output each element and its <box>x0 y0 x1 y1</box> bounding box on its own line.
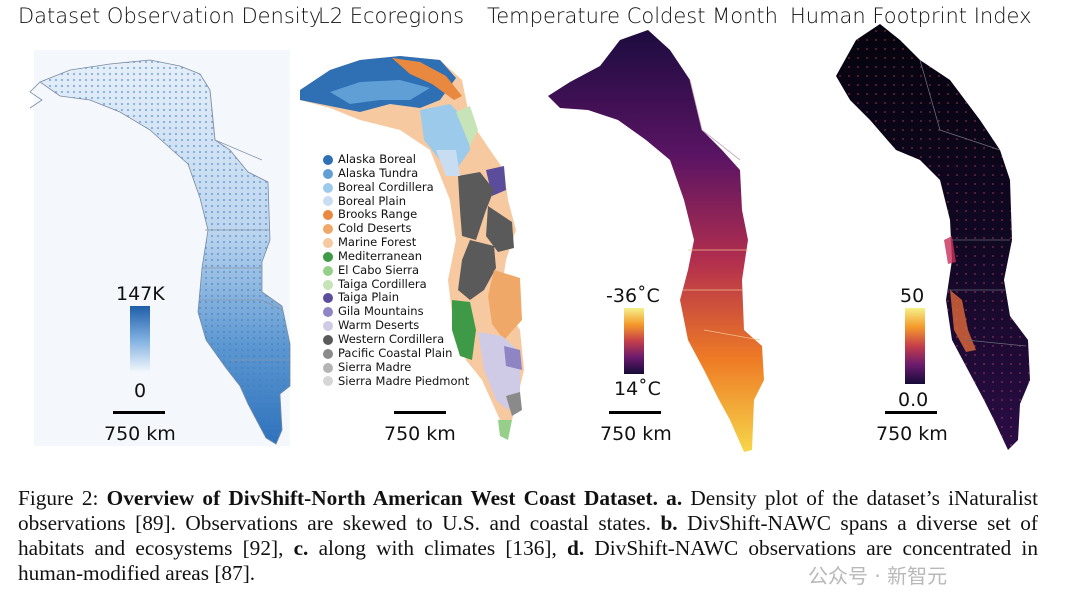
legend-label: Gila Mountains <box>338 304 424 319</box>
temperature-colorbar <box>624 308 644 374</box>
legend-item: Boreal Cordillera <box>323 179 469 195</box>
scale-bar-density <box>113 411 165 414</box>
caption-b-label: b. <box>660 511 678 535</box>
figure-caption: Figure 2: Overview of DivShift-North Ame… <box>18 486 1038 586</box>
legend-swatch <box>323 321 333 332</box>
legend-swatch <box>323 334 333 345</box>
caption-figure-label: Figure 2: <box>18 486 99 510</box>
watermark: 公众号 · 新智元 <box>808 564 948 588</box>
legend-item: Alaska Tundra <box>323 165 469 181</box>
caption-a-text: Density plot of the dataset’s iNaturalis… <box>18 486 1039 535</box>
footprint-colorbar-min: 0.0 <box>898 389 929 411</box>
legend-label: Sierra Madre Piedmont <box>338 373 470 388</box>
temperature-map <box>548 30 764 452</box>
density-colorbar-max: 147K <box>116 283 165 305</box>
legend-label: Pacific Coastal Plain <box>338 345 453 360</box>
legend-label: Sierra Madre <box>338 359 412 374</box>
legend-item: Mediterranean <box>323 248 469 264</box>
scale-label-footprint: 750 km <box>876 423 948 445</box>
legend-item: Brooks Range <box>323 208 469 222</box>
scale-label-ecoregions: 750 km <box>384 423 456 445</box>
scale-label-density: 750 km <box>104 423 176 445</box>
caption-c-text: along with climates [136], <box>318 536 557 560</box>
ecoregion-legend: Alaska Boreal Alaska Tundra Boreal Cordill… <box>323 152 470 389</box>
panel-title-ecoregions: L2 Ecoregions <box>318 4 465 28</box>
legend-swatch <box>323 279 333 290</box>
scale-bar-temperature <box>609 411 661 414</box>
legend-label: Alaska Tundra <box>338 165 419 180</box>
legend-swatch <box>323 237 333 248</box>
legend-item: Taiga Plain <box>323 291 469 305</box>
maps-figure <box>29 24 1030 452</box>
footprint-map <box>836 24 1030 450</box>
legend-label: Boreal Plain <box>338 193 407 208</box>
legend-swatch <box>323 224 333 235</box>
legend-label: El Cabo Sierra <box>338 262 420 277</box>
legend-label: Warm Deserts <box>338 318 420 333</box>
legend-swatch <box>323 376 333 387</box>
legend-item: Gila Mountains <box>323 304 469 319</box>
scale-bar-ecoregions <box>394 411 446 414</box>
legend-item: Boreal Plain <box>323 193 469 209</box>
panel-title-footprint: Human Footprint Index <box>790 4 1032 28</box>
legend-item: Warm Deserts <box>323 318 469 333</box>
legend-swatch <box>323 196 333 207</box>
legend-swatch <box>323 154 333 165</box>
density-colorbar-min: 0 <box>134 380 147 402</box>
temperature-colorbar-max-label: 14˚C <box>614 378 661 400</box>
scale-bar-footprint <box>885 411 937 414</box>
caption-d-text: DivShift-NAWC observations are concentra… <box>18 536 1038 585</box>
legend-label: Taiga Plain <box>338 290 400 305</box>
legend-swatch <box>323 210 333 221</box>
legend-item: Marine Forest <box>323 235 469 250</box>
panel-title-density: Dataset Observation Density <box>18 4 322 28</box>
caption-title: Overview of DivShift-North American West… <box>106 486 658 510</box>
legend-swatch <box>323 168 333 179</box>
legend-swatch <box>323 307 333 318</box>
legend-label: Marine Forest <box>338 235 417 250</box>
footprint-colorbar-max: 50 <box>900 285 925 307</box>
legend-swatch <box>323 293 333 304</box>
caption-d-label: d. <box>567 536 585 560</box>
legend-swatch <box>323 348 333 359</box>
legend-label: Boreal Cordillera <box>338 179 434 194</box>
density-colorbar <box>130 306 150 372</box>
legend-label: Mediterranean <box>338 248 423 263</box>
legend-swatch <box>323 265 333 276</box>
legend-item: Cold Deserts <box>323 221 469 236</box>
legend-item: Taiga Cordillera <box>323 276 469 292</box>
caption-b-text: DivShift-NAWC spans a diverse set of hab… <box>18 511 1038 560</box>
legend-label: Taiga Cordillera <box>338 276 427 291</box>
legend-item: El Cabo Sierra <box>323 262 469 278</box>
footprint-colorbar <box>905 308 925 384</box>
legend-item: Sierra Madre <box>323 359 469 375</box>
legend-item: Alaska Boreal <box>323 152 469 167</box>
legend-swatch <box>323 362 333 373</box>
panel-title-temperature: Temperature Coldest Month <box>487 4 778 28</box>
density-map <box>29 50 291 446</box>
caption-a-label: a. <box>666 486 683 510</box>
legend-label: Brooks Range <box>338 207 418 222</box>
legend-item: Western Cordillera <box>323 331 469 347</box>
legend-label: Western Cordillera <box>338 331 445 346</box>
temperature-colorbar-min-label: -36˚C <box>606 285 660 307</box>
legend-swatch <box>323 182 333 193</box>
legend-label: Alaska Boreal <box>338 152 416 166</box>
caption-c-label: c. <box>293 536 309 560</box>
legend-item: Sierra Madre Piedmont <box>323 373 470 389</box>
ecoregion-map <box>300 56 524 440</box>
legend-item: Pacific Coastal Plain <box>323 345 469 361</box>
scale-label-temperature: 750 km <box>600 423 672 445</box>
legend-swatch <box>323 251 333 262</box>
legend-label: Cold Deserts <box>338 221 412 236</box>
